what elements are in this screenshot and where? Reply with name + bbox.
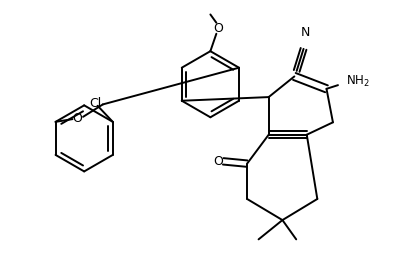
Text: Cl: Cl (89, 97, 101, 110)
Text: O: O (72, 112, 83, 125)
Text: NH$_2$: NH$_2$ (346, 74, 370, 89)
Text: O: O (214, 155, 223, 168)
Text: N: N (301, 26, 311, 39)
Text: O: O (214, 22, 223, 35)
